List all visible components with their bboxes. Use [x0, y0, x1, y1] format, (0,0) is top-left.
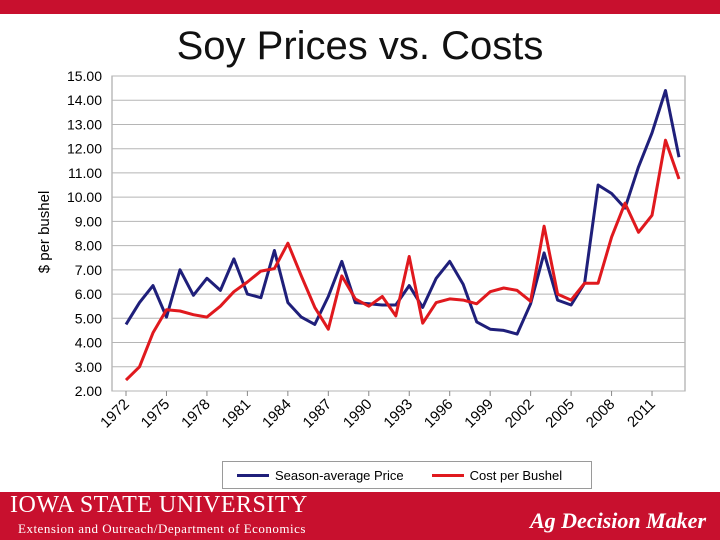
plot-frame: [111, 75, 686, 392]
y-tick-label: 7.00: [75, 262, 102, 278]
x-tick-label: 1993: [380, 396, 416, 432]
chart-area: 2.00 3.00 4.00 5.00 6.00 7.00 8.00 9.00 10.00 11.…: [36, 68, 686, 431]
legend: Season-average Price Cost per Bushel: [222, 461, 592, 489]
y-tick-label: 6.00: [75, 286, 102, 302]
top-accent-bar: [0, 0, 720, 14]
series-line-price: [124, 89, 681, 336]
y-tick-label: 8.00: [75, 238, 102, 254]
y-tick-label: 13.00: [67, 116, 102, 132]
footer-bar: IOWA STATE UNIVERSITY Extension and Outr…: [0, 492, 720, 540]
y-tick-label: 10.00: [67, 189, 102, 205]
series-line-cost: [124, 138, 681, 382]
y-tick-label: 2.00: [75, 383, 102, 399]
y-tick-label: 5.00: [75, 310, 102, 326]
y-tick-label: 4.00: [75, 335, 102, 351]
university-logo-text: IOWA STATE UNIVERSITY: [10, 492, 308, 518]
x-tick-label: 2005: [542, 396, 578, 432]
x-tick-label: 1990: [340, 396, 376, 432]
grid-layer: [111, 75, 686, 392]
x-tick-label: 1996: [421, 396, 457, 432]
department-text: Extension and Outreach/Department of Eco…: [18, 521, 306, 536]
x-tick-label: 1981: [219, 396, 255, 432]
x-tick-label: 1972: [97, 396, 133, 432]
y-tick-label: 3.00: [75, 359, 102, 375]
legend-swatch-price: [237, 473, 269, 477]
legend-item-price: Season-average Price: [237, 468, 404, 483]
y-tick-label: 11.00: [68, 165, 102, 181]
y-tick-label: 9.00: [75, 213, 102, 229]
x-ticks-layer: 1972 1975 1978 1981 1984 1987 1990 1993 1996 1999…: [97, 391, 659, 431]
legend-item-cost: Cost per Bushel: [431, 467, 563, 483]
x-tick-label: 1978: [178, 396, 214, 432]
x-tick-label: 1984: [259, 396, 295, 432]
x-tick-label: 1975: [138, 396, 174, 432]
y-axis-label: $ per bushel: [36, 191, 53, 274]
series-layer: [124, 89, 681, 382]
y-tick-label: 14.00: [67, 92, 102, 108]
x-tick-label: 1987: [300, 396, 336, 432]
y-tick-label: 15.00: [67, 68, 102, 84]
legend-label-price: Season-average Price: [275, 467, 404, 483]
legend-swatch-cost: [431, 473, 464, 477]
ag-decision-maker-logo: Ag Decision Maker: [530, 508, 706, 533]
x-tick-label: 1999: [461, 396, 497, 432]
x-tick-label: 2011: [624, 396, 659, 431]
y-ticks-layer: 2.00 3.00 4.00 5.00 6.00 7.00 8.00 9.00 10.00 11.…: [67, 68, 102, 399]
chart-title: Soy Prices vs. Costs: [176, 24, 544, 68]
legend-label-cost: Cost per Bushel: [469, 467, 563, 483]
x-tick-label: 2002: [502, 396, 538, 432]
x-tick-label: 2008: [583, 396, 619, 432]
y-tick-label: 12.00: [67, 141, 102, 157]
